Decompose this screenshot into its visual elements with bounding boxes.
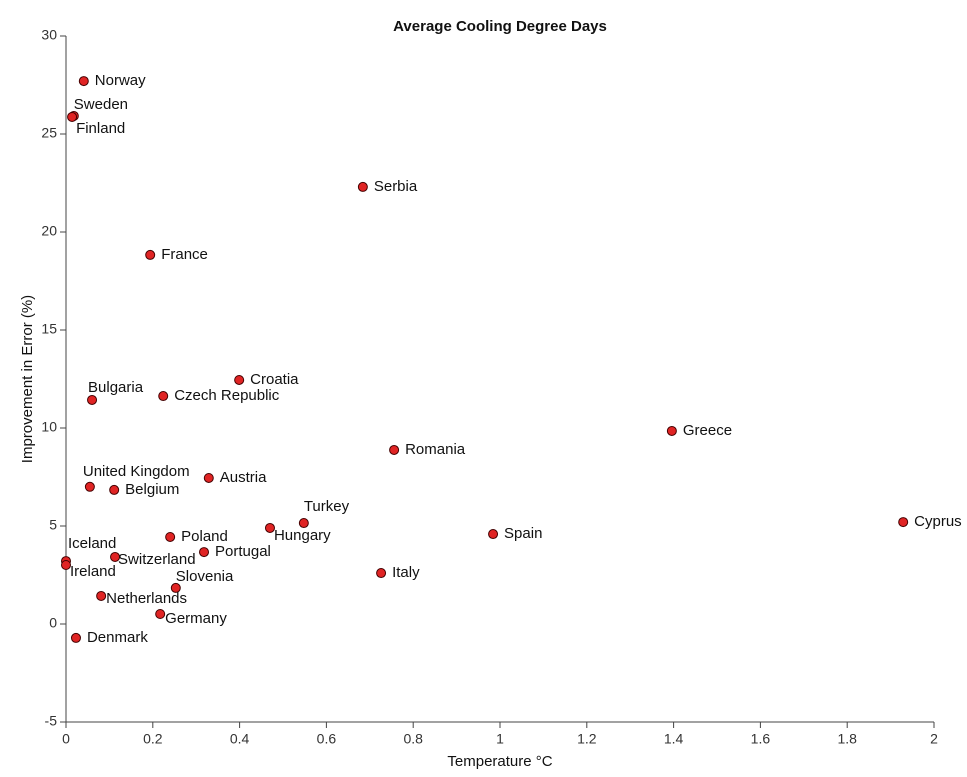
point-label: Denmark bbox=[87, 629, 148, 646]
point-label: Switzerland bbox=[118, 551, 196, 568]
y-tick-label: 0 bbox=[49, 615, 57, 631]
point bbox=[145, 249, 156, 260]
point-label: Spain bbox=[504, 525, 542, 542]
point bbox=[61, 560, 71, 571]
point bbox=[110, 551, 121, 562]
point bbox=[298, 518, 309, 529]
point-label: Germany bbox=[165, 610, 227, 627]
point-label: Slovenia bbox=[176, 568, 234, 585]
point bbox=[78, 76, 89, 87]
x-tick-label: 0 bbox=[62, 731, 70, 747]
point-label: Iceland bbox=[68, 535, 116, 552]
x-tick-label: 1 bbox=[496, 731, 504, 747]
point bbox=[357, 181, 368, 192]
point bbox=[666, 425, 677, 436]
point-label: Belgium bbox=[125, 481, 179, 498]
x-tick-label: 2 bbox=[930, 731, 938, 747]
point bbox=[96, 590, 107, 601]
y-tick-label: 10 bbox=[41, 419, 57, 435]
y-tick-label: 25 bbox=[41, 125, 57, 141]
point-label: Norway bbox=[95, 72, 146, 89]
x-tick-label: 1.8 bbox=[837, 731, 857, 747]
y-tick-label: -5 bbox=[45, 713, 58, 729]
point-label: France bbox=[161, 246, 208, 263]
point-label: Turkey bbox=[304, 498, 350, 515]
point-label: Netherlands bbox=[106, 590, 187, 607]
point-label: United Kingdom bbox=[83, 463, 190, 480]
chart-title: Average Cooling Degree Days bbox=[393, 18, 607, 35]
point-label: Finland bbox=[76, 120, 125, 137]
point-label: Serbia bbox=[374, 178, 418, 195]
x-tick-label: 1.2 bbox=[577, 731, 597, 747]
point-label: Poland bbox=[181, 528, 228, 545]
point bbox=[389, 444, 400, 455]
point bbox=[84, 481, 95, 492]
point bbox=[158, 391, 169, 402]
x-tick-label: 0.6 bbox=[317, 731, 337, 747]
point bbox=[109, 484, 120, 495]
y-tick-label: 5 bbox=[49, 517, 57, 533]
point bbox=[264, 522, 275, 533]
point bbox=[70, 632, 81, 643]
point-label: Austria bbox=[220, 469, 267, 486]
x-tick-label: 0.4 bbox=[230, 731, 250, 747]
point bbox=[87, 394, 98, 405]
point bbox=[165, 531, 176, 542]
y-axis-label: Improvement in Error (%) bbox=[19, 295, 36, 463]
point-label: Bulgaria bbox=[88, 379, 144, 396]
point bbox=[898, 517, 909, 528]
x-tick-label: 0.2 bbox=[143, 731, 163, 747]
y-tick-label: 15 bbox=[41, 321, 57, 337]
point bbox=[376, 568, 387, 579]
point bbox=[203, 472, 214, 483]
point-label: Czech Republic bbox=[174, 387, 280, 404]
x-tick-label: 0.8 bbox=[403, 731, 423, 747]
point bbox=[170, 582, 181, 593]
point-label: Romania bbox=[405, 441, 466, 458]
point bbox=[488, 529, 499, 540]
point bbox=[67, 111, 78, 122]
y-tick-label: 20 bbox=[41, 223, 57, 239]
point bbox=[234, 374, 245, 385]
x-tick-label: 1.4 bbox=[664, 731, 684, 747]
point bbox=[199, 547, 210, 558]
point-label: Portugal bbox=[215, 543, 271, 560]
point-label: Croatia bbox=[250, 371, 299, 388]
x-tick-label: 1.6 bbox=[751, 731, 771, 747]
point-label: Ireland bbox=[70, 563, 116, 580]
point-label: Italy bbox=[392, 564, 420, 581]
x-axis-label: Temperature °C bbox=[447, 753, 552, 770]
point-label: Sweden bbox=[74, 96, 128, 113]
point-label: Hungary bbox=[274, 527, 331, 544]
point-label: Greece bbox=[683, 422, 732, 439]
point bbox=[155, 609, 166, 620]
y-tick-label: 30 bbox=[41, 27, 57, 43]
point-label: Cyprus bbox=[914, 513, 962, 530]
